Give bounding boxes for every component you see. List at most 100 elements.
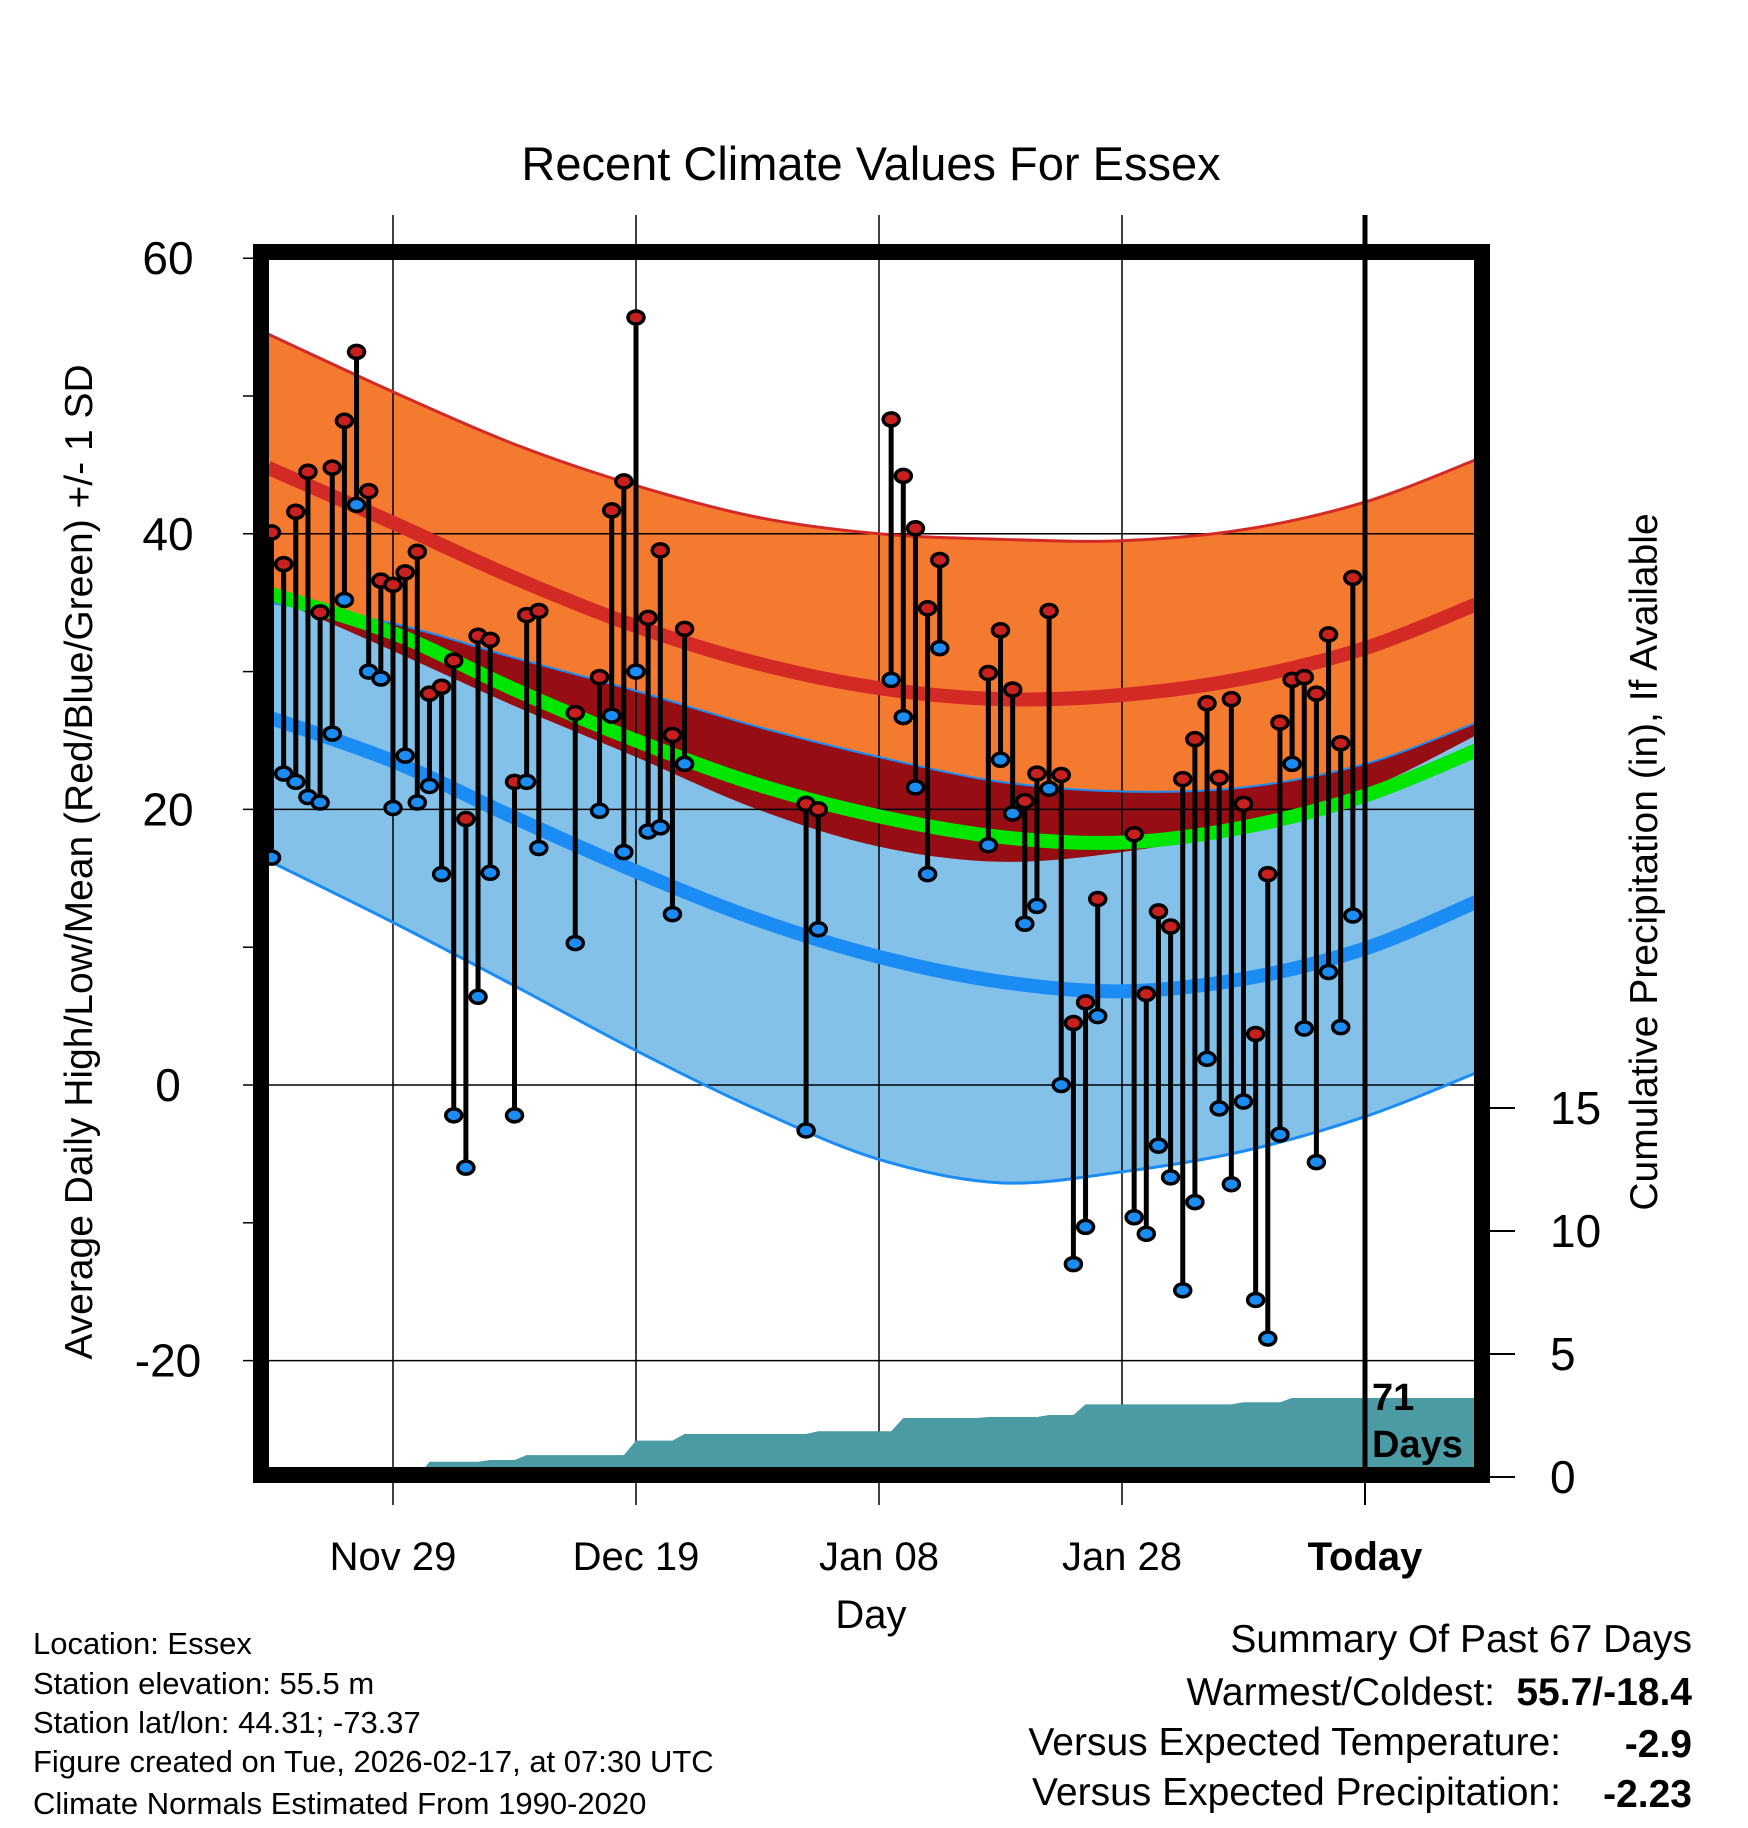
- high-temp-point: [638, 609, 658, 627]
- cumulative-precip-area: [267, 1398, 1478, 1477]
- location-text: Location: Essex: [33, 1626, 252, 1661]
- high-temp-point: [358, 482, 379, 500]
- mean-high-line: [265, 461, 1480, 707]
- low-temp-point: [614, 843, 634, 861]
- high-temp-point: [273, 555, 294, 573]
- high-temp-point: [1136, 985, 1157, 1003]
- low-temp-point: [1343, 907, 1363, 924]
- low-temp-point: [662, 905, 683, 923]
- low-temp-point: [1148, 1137, 1169, 1154]
- high-temp-point: [1270, 714, 1290, 731]
- high-temp-point: [1221, 690, 1242, 708]
- high-temp-point: [808, 801, 828, 818]
- high-temp-point: [1051, 766, 1071, 784]
- low-temp-point: [1282, 755, 1302, 773]
- high-plus-sd-line: [267, 332, 1478, 543]
- low-temp-point: [990, 751, 1011, 769]
- y2-tick-label: 5: [1550, 1328, 1576, 1380]
- high-temp-point: [905, 520, 926, 537]
- y2-tick-label: 0: [1550, 1451, 1576, 1503]
- axes: 60 40 20 0 -20 Nov 29 Dec 19 Jan 08 Jan 28 Today 0…: [135, 232, 1601, 1579]
- gridlines: [243, 215, 1477, 1505]
- high-temp-point: [1015, 792, 1035, 810]
- high-temp-point: [322, 459, 342, 476]
- low-temp-point: [808, 921, 828, 938]
- low-temp-point: [796, 1122, 816, 1139]
- y-tick-label: 20: [142, 783, 193, 835]
- y2-tick-label: 10: [1550, 1205, 1601, 1257]
- high-temp-point: [1209, 769, 1229, 786]
- high-temp-point: [589, 668, 610, 686]
- high-temp-point: [395, 564, 415, 581]
- low-temp-point: [1330, 1018, 1351, 1036]
- low-temp-point: [881, 671, 901, 689]
- y2-axis-label: Cumulative Precipitation (in), If Availa…: [1623, 513, 1666, 1210]
- low-temp-point: [1002, 805, 1023, 822]
- high-temp-point: [1343, 569, 1363, 587]
- low-temp-point: [1221, 1175, 1242, 1193]
- low-temp-point: [1124, 1209, 1144, 1226]
- low-temp-point: [1051, 1076, 1071, 1094]
- low-temp-point: [1087, 1007, 1108, 1025]
- low-temp-point: [674, 755, 695, 773]
- high-temp-point: [601, 502, 622, 519]
- high-temp-point: [431, 678, 452, 696]
- low-temp-point: [529, 839, 549, 857]
- high-temp-point: [383, 576, 403, 594]
- elevation-text: Station elevation: 55.5 m: [33, 1666, 374, 1701]
- low-temp-point: [480, 864, 500, 882]
- high-temp-point: [1233, 795, 1254, 813]
- high-temp-point: [1087, 890, 1108, 908]
- warmest-coldest-value: 55.7/-18.4: [1516, 1671, 1692, 1714]
- low-temp-point: [504, 1107, 525, 1124]
- x-tick-label: Jan 28: [1062, 1535, 1182, 1579]
- high-temp-point: [1318, 626, 1339, 643]
- high-temp-point: [662, 726, 683, 744]
- low-temp-point: [601, 707, 622, 724]
- low-temp-point: [1245, 1291, 1266, 1309]
- low-temp-point: [516, 773, 537, 791]
- precip-area: [267, 1398, 1478, 1477]
- y-tick-label: -20: [135, 1335, 201, 1387]
- low-temp-point: [1318, 963, 1339, 981]
- low-temp-point: [419, 777, 440, 795]
- high-temp-point: [881, 411, 901, 428]
- high-temp-point: [1063, 1014, 1084, 1032]
- high-temp-point: [1173, 770, 1193, 788]
- low-temp-point: [1270, 1126, 1290, 1143]
- y2-tick-label: 15: [1550, 1082, 1601, 1134]
- low-temp-point: [650, 819, 671, 836]
- station-info: Location: Essex Station elevation: 55.5 …: [33, 1626, 714, 1821]
- created-text: Figure created on Tue, 2026-02-17, at 07…: [33, 1744, 714, 1779]
- normals-text: Climate Normals Estimated From 1990-2020: [33, 1786, 646, 1821]
- low-temp-point: [1039, 780, 1059, 797]
- high-temp-point: [1294, 668, 1314, 686]
- high-temp-point: [930, 551, 950, 569]
- low-temp-point: [456, 1159, 476, 1176]
- high-temp-point: [456, 810, 476, 828]
- low-temp-point: [589, 802, 610, 820]
- low-temp-point: [371, 670, 391, 687]
- low-temp-point: [1063, 1255, 1084, 1273]
- summary-heading: Summary Of Past 67 Days: [1230, 1618, 1692, 1661]
- low-temp-point: [1185, 1193, 1205, 1211]
- precip-anomaly-label: Versus Expected Precipitation:: [1032, 1771, 1561, 1814]
- temp-anomaly-label: Versus Expected Temperature:: [1028, 1721, 1561, 1764]
- high-temp-point: [1160, 918, 1181, 935]
- high-temp-point: [614, 473, 634, 490]
- high-temp-point: [650, 542, 671, 559]
- low-temp-point: [978, 836, 999, 854]
- high-temp-point: [298, 463, 318, 481]
- low-temp-point: [930, 639, 950, 657]
- low-temp-point: [565, 934, 585, 952]
- high-temp-point: [626, 309, 646, 326]
- low-temp-point: [917, 865, 938, 883]
- low-temp-point: [905, 779, 926, 796]
- high-temp-point: [334, 412, 355, 430]
- low-temp-point: [444, 1107, 464, 1124]
- low-temp-point: [334, 591, 355, 609]
- precip-anomaly-value: -2.23: [1603, 1773, 1692, 1816]
- high-temp-point: [1245, 1025, 1266, 1043]
- high-temp-point: [286, 503, 306, 521]
- latlon-text: Station lat/lon: 44.31; -73.37: [33, 1705, 421, 1740]
